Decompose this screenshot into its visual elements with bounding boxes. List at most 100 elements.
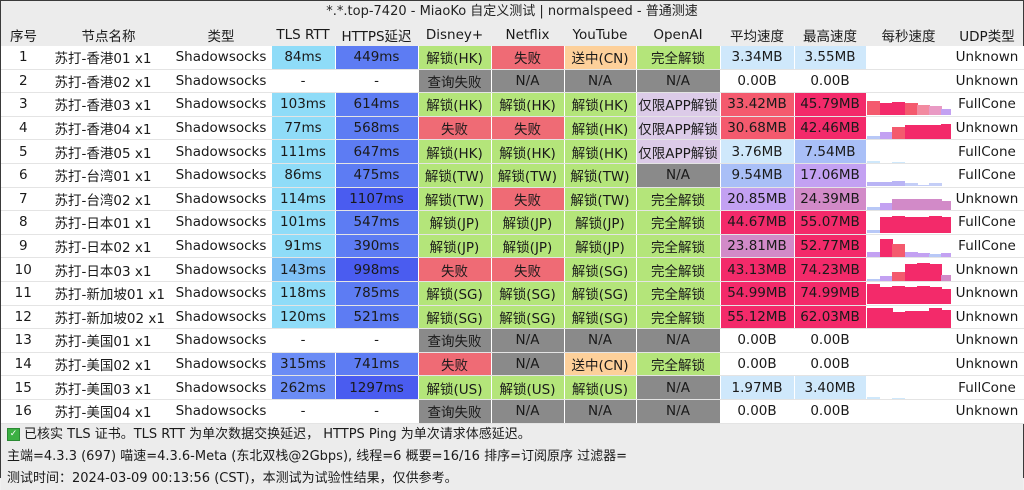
- row-index: 10: [1, 257, 47, 282]
- column-header[interactable]: Disney+: [418, 23, 491, 46]
- openai-status: 完全解锁: [636, 352, 721, 377]
- max-speed: 24.39MB: [794, 187, 867, 212]
- row-index: 4: [1, 116, 47, 141]
- column-header[interactable]: 节点名称: [46, 23, 171, 46]
- table-row[interactable]: 11 苏打-新加坡01 x1 Shadowsocks 118ms 785ms 解锁(SG)…: [1, 281, 1024, 306]
- row-index: 9: [1, 234, 47, 259]
- avg-speed: 54.99MB: [720, 281, 795, 306]
- youtube-status: 送中(CN): [564, 46, 637, 70]
- tls-rtt: 103ms: [271, 92, 336, 117]
- column-header[interactable]: 每秒速度: [866, 23, 951, 46]
- https-latency: -: [335, 399, 419, 424]
- openai-status: 完全解锁: [636, 234, 721, 259]
- node-name: 苏打-新加坡02 x1: [46, 305, 172, 330]
- youtube-status: 解锁(TW): [564, 163, 637, 188]
- table-row[interactable]: 16 苏打-美国04 x1 Shadowsocks - - 查询失败 N/A N/A N/A 0.…: [1, 399, 1024, 424]
- node-type: Shadowsocks: [171, 92, 272, 117]
- row-index: 16: [1, 399, 47, 424]
- udp-type: Unknown: [951, 187, 1024, 212]
- speed-sparkline: [867, 46, 951, 68]
- node-name: 苏打-台湾01 x1: [46, 163, 172, 188]
- node-name: 苏打-日本03 x1: [46, 257, 172, 282]
- checkbox-checked-icon: ✓: [7, 427, 20, 441]
- node-type: Shadowsocks: [171, 69, 272, 94]
- table-row[interactable]: 12 苏打-新加坡02 x1 Shadowsocks 120ms 521ms 解锁(SG)…: [1, 305, 1024, 330]
- disney-status: 解锁(SG): [418, 281, 492, 306]
- table-row[interactable]: 6 苏打-台湾01 x1 Shadowsocks 86ms 475ms 解锁(TW) 解锁(…: [1, 163, 1024, 188]
- udp-type: Unknown: [951, 328, 1024, 353]
- https-latency: 785ms: [335, 281, 419, 306]
- table-row[interactable]: 15 苏打-美国03 x1 Shadowsocks 262ms 1297ms 解锁(US)…: [1, 375, 1024, 400]
- max-speed: 45.79MB: [794, 92, 867, 117]
- column-header[interactable]: Netflix: [491, 23, 564, 46]
- avg-speed: 0.00B: [720, 399, 795, 424]
- column-header[interactable]: YouTube: [564, 23, 636, 46]
- node-name: 苏打-香港02 x1: [46, 69, 172, 94]
- node-type: Shadowsocks: [171, 257, 272, 282]
- disney-status: 失败: [418, 257, 492, 282]
- per-second-speed: [866, 281, 952, 306]
- table-row[interactable]: 4 苏打-香港04 x1 Shadowsocks 77ms 568ms 失败 失败 解锁(HK…: [1, 116, 1024, 141]
- speed-sparkline: [866, 306, 950, 328]
- per-second-speed: [866, 139, 952, 164]
- table-row[interactable]: 8 苏打-日本01 x1 Shadowsocks 101ms 547ms 解锁(JP) 解锁…: [1, 210, 1024, 235]
- row-index: 8: [1, 210, 47, 235]
- row-index: 1: [1, 46, 47, 70]
- youtube-status: 送中(CN): [564, 352, 637, 377]
- tls-rtt: 118ms: [271, 281, 336, 306]
- tls-rtt: 91ms: [271, 234, 336, 259]
- https-latency: 475ms: [335, 163, 419, 188]
- table-row[interactable]: 13 苏打-美国01 x1 Shadowsocks - - 查询失败 N/A N/A N/A 0.…: [1, 328, 1024, 353]
- netflix-status: 解锁(SG): [491, 281, 565, 306]
- table-row[interactable]: 10 苏打-日本03 x1 Shadowsocks 143ms 998ms 失败 失败 解锁(…: [1, 257, 1024, 282]
- disney-status: 解锁(SG): [418, 305, 492, 330]
- per-second-speed: [866, 399, 952, 424]
- table-row[interactable]: 3 苏打-香港03 x1 Shadowsocks 103ms 614ms 解锁(HK) 解锁…: [1, 92, 1024, 117]
- netflix-status: 失败: [491, 46, 565, 70]
- node-name: 苏打-香港03 x1: [46, 92, 172, 117]
- avg-speed: 0.00B: [720, 328, 795, 353]
- table-row[interactable]: 9 苏打-日本02 x1 Shadowsocks 91ms 390ms 解锁(JP) 解锁(…: [1, 234, 1024, 259]
- column-header[interactable]: TLS RTT: [271, 23, 335, 46]
- column-header[interactable]: 平均速度: [720, 23, 794, 46]
- disney-status: 失败: [418, 116, 492, 141]
- per-second-speed: [866, 210, 952, 235]
- column-header[interactable]: 序号: [1, 23, 46, 46]
- avg-speed: 33.42MB: [720, 92, 795, 117]
- column-header[interactable]: 最高速度: [794, 23, 866, 46]
- disney-status: 解锁(HK): [418, 46, 492, 70]
- avg-speed: 3.76MB: [720, 139, 795, 164]
- column-header[interactable]: OpenAI: [636, 23, 720, 46]
- tls-rtt: 84ms: [271, 46, 336, 70]
- per-second-speed: [866, 163, 952, 188]
- per-second-speed: [866, 305, 952, 330]
- max-speed: 52.77MB: [794, 234, 867, 259]
- column-header[interactable]: HTTPS延迟: [335, 23, 418, 46]
- header-row: 序号 节点名称 类型 TLS RTT HTTPS延迟 Disney+ Netflix YouT…: [1, 23, 1023, 46]
- node-name: 苏打-台湾02 x1: [46, 187, 172, 212]
- tls-rtt: -: [271, 69, 336, 94]
- speed-sparkline: [866, 141, 951, 163]
- https-latency: -: [335, 328, 419, 353]
- table-row[interactable]: 5 苏打-香港05 x1 Shadowsocks 111ms 647ms 解锁(HK) 解锁…: [1, 139, 1024, 164]
- avg-speed: 9.54MB: [720, 163, 795, 188]
- node-type: Shadowsocks: [171, 375, 272, 400]
- avg-speed: 1.97MB: [720, 375, 795, 400]
- column-header[interactable]: UDP类型: [951, 23, 1023, 46]
- per-second-speed: [866, 352, 952, 377]
- tls-rtt: 86ms: [271, 163, 336, 188]
- udp-type: Unknown: [951, 46, 1024, 70]
- table-row[interactable]: 2 苏打-香港02 x1 Shadowsocks - - 查询失败 N/A N/A N/A 0.0…: [1, 69, 1024, 94]
- openai-status: 仅限APP解锁: [636, 116, 721, 141]
- column-header[interactable]: 类型: [171, 23, 271, 46]
- table-row[interactable]: 14 苏打-美国02 x1 Shadowsocks 315ms 741ms 失败 N/A 送中…: [1, 352, 1024, 377]
- netflix-status: 解锁(TW): [491, 163, 565, 188]
- disney-status: 解锁(JP): [418, 234, 492, 259]
- table-row[interactable]: 1 苏打-香港01 x1 Shadowsocks 84ms 449ms 解锁(HK) 失败送…: [1, 46, 1024, 70]
- table-row[interactable]: 7 苏打-台湾02 x1 Shadowsocks 114ms 1107ms 解锁(TW) 失…: [1, 187, 1024, 212]
- speed-sparkline: [866, 259, 950, 281]
- netflix-status: 失败: [491, 187, 565, 212]
- row-index: 2: [1, 69, 47, 94]
- https-latency: 647ms: [335, 139, 419, 164]
- https-latency: 998ms: [335, 257, 419, 282]
